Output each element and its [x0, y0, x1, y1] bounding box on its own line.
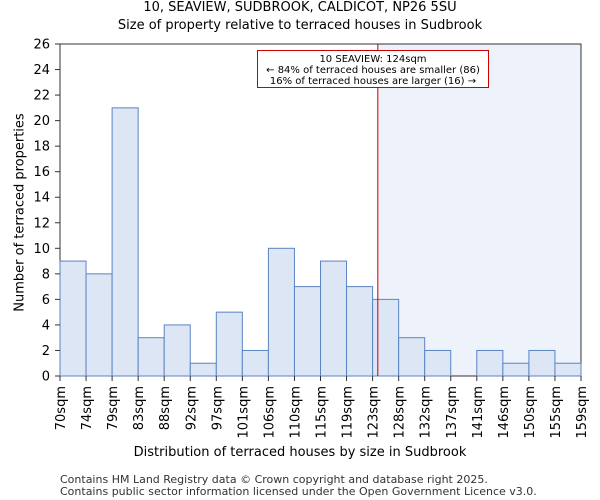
chart-title: 10, SEAVIEW, SUDBROOK, CALDICOT, NP26 5S…	[143, 0, 457, 15]
x-tick-label: 137sqm	[445, 386, 460, 439]
bar-128sqm	[398, 337, 426, 377]
y-tick-label: 6	[42, 293, 50, 308]
annotation-line-1: 10 SEAVIEW: 124sqm	[319, 54, 427, 65]
bar-97sqm	[215, 311, 243, 377]
bar-155sqm	[554, 362, 582, 377]
x-tick-label: 97sqm	[210, 386, 225, 430]
bar-79sqm	[111, 107, 139, 377]
bar-115sqm	[320, 260, 348, 377]
y-tick-label: 12	[33, 216, 50, 231]
bar-123sqm	[372, 298, 400, 377]
bar-119sqm	[346, 286, 374, 377]
larger-region-shading	[377, 44, 581, 376]
bar-92sqm	[189, 362, 217, 377]
y-tick-label: 0	[42, 370, 50, 385]
y-tick-label: 20	[33, 114, 50, 129]
x-tick-label: 88sqm	[158, 386, 173, 430]
x-tick-label: 110sqm	[288, 386, 303, 439]
bar-110sqm	[293, 286, 322, 377]
bar-70sqm	[59, 260, 87, 377]
x-tick-label: 115sqm	[315, 386, 330, 439]
bar-83sqm	[137, 337, 165, 377]
y-tick-label: 22	[33, 89, 50, 104]
y-tick-label: 26	[33, 38, 50, 53]
y-tick-label: 18	[33, 140, 50, 155]
x-tick-label: 159sqm	[575, 386, 590, 439]
bar-74sqm	[85, 273, 113, 377]
y-tick-label: 14	[33, 191, 50, 206]
x-tick-label: 79sqm	[106, 386, 121, 430]
bar-141sqm	[476, 349, 504, 377]
x-tick-label: 92sqm	[184, 386, 199, 430]
x-tick-label: 106sqm	[262, 386, 277, 439]
bar-150sqm	[528, 349, 556, 377]
x-tick-label: 101sqm	[236, 386, 251, 439]
x-tick-label: 123sqm	[367, 386, 382, 439]
bar-88sqm	[163, 324, 191, 377]
x-tick-label: 141sqm	[471, 386, 486, 439]
x-tick-label: 70sqm	[54, 386, 69, 430]
x-tick-label: 119sqm	[341, 386, 356, 439]
y-axis-label: Number of terraced properties	[12, 113, 28, 312]
bar-101sqm	[241, 349, 269, 377]
x-axis-label: Distribution of terraced houses by size …	[133, 445, 467, 460]
bar-106sqm	[267, 247, 295, 377]
x-tick-label: 132sqm	[419, 386, 434, 439]
y-tick-label: 24	[33, 63, 50, 78]
y-tick-label: 16	[33, 165, 50, 180]
y-tick-label: 2	[42, 344, 50, 359]
y-tick-label: 10	[33, 242, 50, 257]
annotation-line-3: 16% of terraced houses are larger (16) →	[269, 76, 477, 87]
footer-line-2: Contains public sector information licen…	[60, 485, 537, 498]
y-tick-label: 4	[42, 318, 50, 333]
x-tick-label: 150sqm	[523, 386, 538, 439]
annotation-box: 10 SEAVIEW: 124sqm ← 84% of terraced hou…	[257, 50, 489, 88]
x-tick-label: 74sqm	[80, 386, 95, 430]
chart-subtitle: Size of property relative to terraced ho…	[117, 18, 483, 33]
annotation-line-2: ← 84% of terraced houses are smaller (86…	[266, 65, 480, 76]
footer-line-1: Contains HM Land Registry data © Crown c…	[60, 473, 488, 486]
x-tick-label: 155sqm	[549, 386, 564, 439]
y-tick-label: 8	[42, 267, 50, 282]
x-tick-label: 146sqm	[497, 386, 512, 439]
x-tick-label: 83sqm	[132, 386, 147, 430]
bar-132sqm	[424, 349, 452, 377]
bar-146sqm	[502, 362, 530, 377]
x-tick-label: 128sqm	[393, 386, 408, 439]
